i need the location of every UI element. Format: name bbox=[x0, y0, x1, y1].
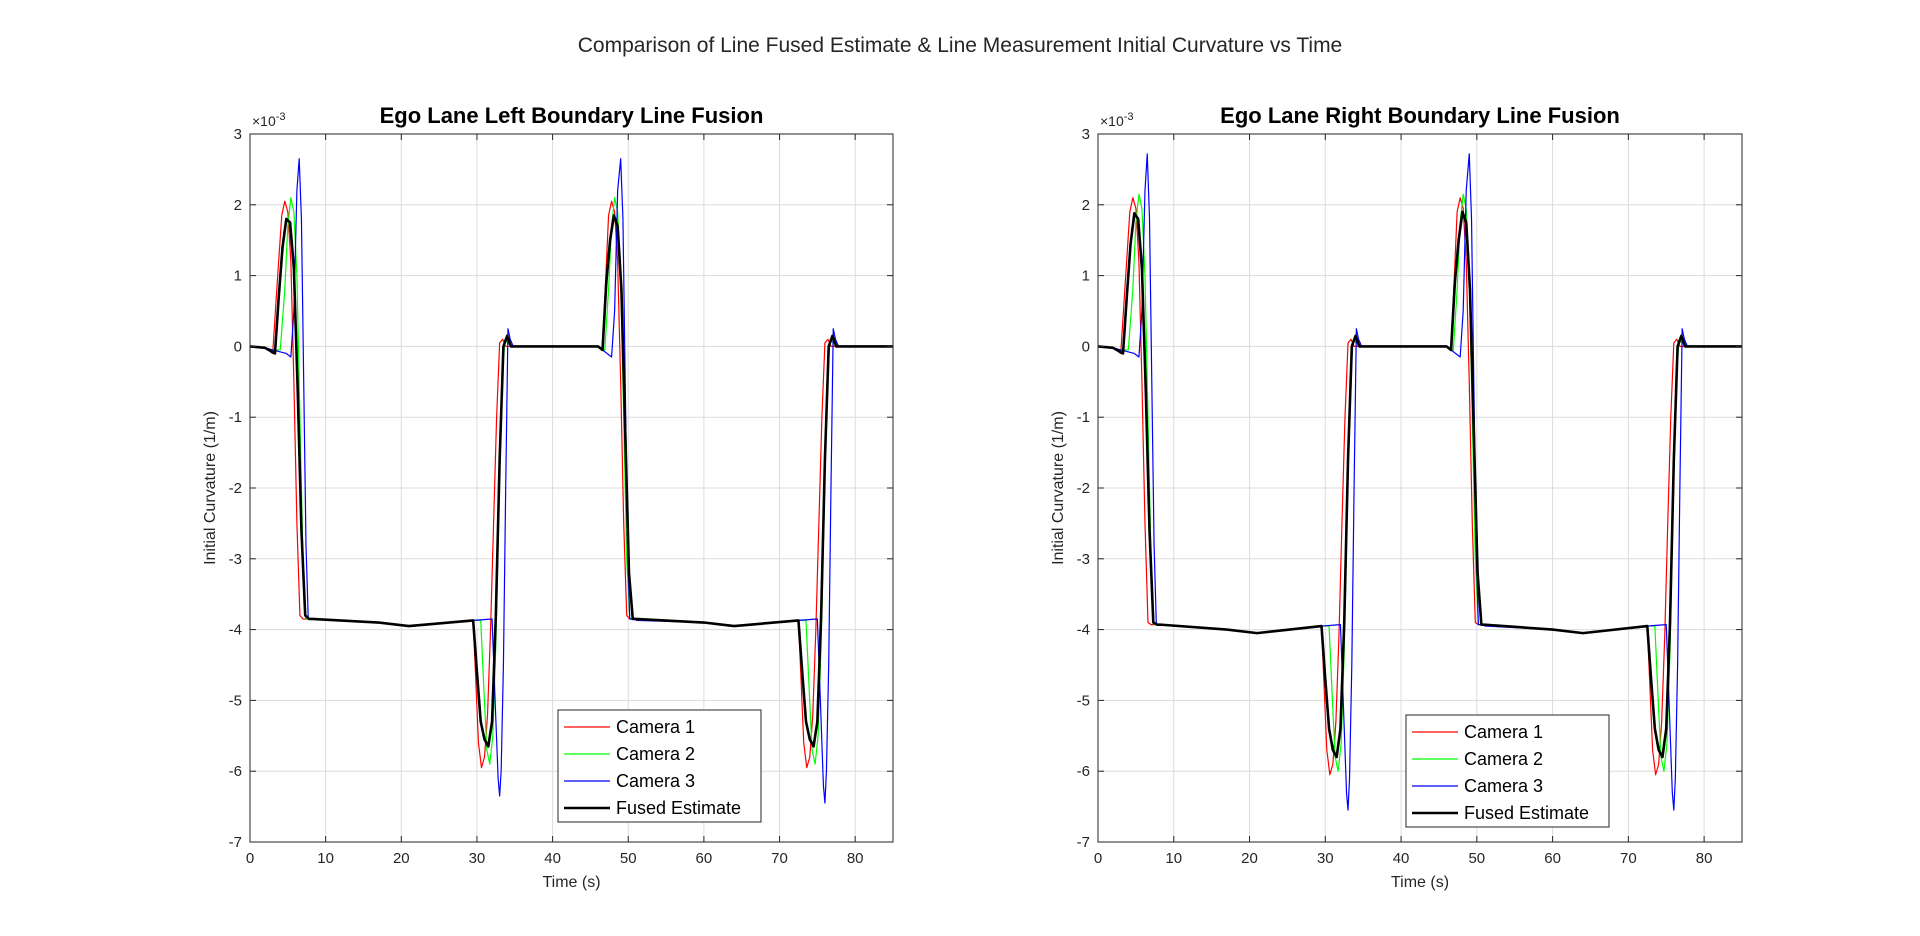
x-tick-label: 0 bbox=[1094, 850, 1102, 867]
legend-label: Camera 3 bbox=[1464, 776, 1543, 796]
legend: Camera 1 Camera 2 Camera 3 Fused Estimate bbox=[557, 709, 762, 823]
x-tick-label: 50 bbox=[620, 850, 637, 867]
y-tick-label: 3 bbox=[1082, 126, 1090, 143]
x-axis-label: Time (s) bbox=[1391, 874, 1449, 891]
y-axis-label: Initial Curvature (1/m) bbox=[202, 411, 219, 565]
x-tick-label: 10 bbox=[1165, 850, 1182, 867]
y-tick-label: 1 bbox=[234, 268, 242, 285]
legend-label: Fused Estimate bbox=[1464, 803, 1589, 823]
x-tick-label: 60 bbox=[696, 850, 713, 867]
y-tick-label: -6 bbox=[229, 763, 242, 780]
x-tick-label: 10 bbox=[317, 850, 334, 867]
x-tick-label: 50 bbox=[1468, 850, 1485, 867]
x-tick-label: 20 bbox=[1241, 850, 1258, 867]
x-tick-label: 30 bbox=[1317, 850, 1334, 867]
chart-2: 0 10 20 30 40 50 60 70 80 -7 -6 -5 -4 -3 -2 -1 0 1 2 3 ×10-3… bbox=[1050, 103, 1743, 891]
x-tick-label: 70 bbox=[771, 850, 788, 867]
legend-label: Camera 1 bbox=[616, 717, 695, 737]
x-tick-label: 0 bbox=[246, 850, 254, 867]
y-exponent-label: ×10-3 bbox=[252, 111, 286, 129]
y-tick-label: -7 bbox=[229, 834, 242, 851]
y-tick-label: -5 bbox=[1077, 692, 1090, 709]
series-line-fused-estimate bbox=[1098, 210, 1742, 759]
y-tick-label: 0 bbox=[234, 338, 242, 355]
y-tick-label: -6 bbox=[1077, 763, 1090, 780]
y-tick-label: -7 bbox=[1077, 834, 1090, 851]
y-tick-label: -2 bbox=[1077, 480, 1090, 497]
y-tick-label: -1 bbox=[1077, 409, 1090, 426]
legend: Camera 1 Camera 2 Camera 3 Fused Estimate bbox=[1405, 714, 1610, 828]
legend-label: Camera 3 bbox=[616, 771, 695, 791]
chart-title: Ego Lane Right Boundary Line Fusion bbox=[1220, 103, 1620, 128]
y-tick-label: -5 bbox=[229, 692, 242, 709]
legend-label: Camera 1 bbox=[1464, 722, 1543, 742]
y-tick-label: 2 bbox=[234, 197, 242, 214]
y-tick-label: -2 bbox=[229, 480, 242, 497]
legend-label: Fused Estimate bbox=[616, 798, 741, 818]
x-tick-label: 60 bbox=[1544, 850, 1561, 867]
y-tick-label: -3 bbox=[229, 551, 242, 568]
legend-label: Camera 2 bbox=[616, 744, 695, 764]
x-tick-label: 70 bbox=[1620, 850, 1637, 867]
y-tick-label: -4 bbox=[229, 622, 242, 639]
x-tick-label: 80 bbox=[847, 850, 864, 867]
x-tick-label: 40 bbox=[544, 850, 561, 867]
y-tick-label: 1 bbox=[1082, 268, 1090, 285]
series-group bbox=[1098, 153, 1742, 811]
legend-box bbox=[557, 709, 762, 823]
figure-suptitle: Comparison of Line Fused Estimate & Line… bbox=[577, 34, 1343, 57]
x-tick-label: 40 bbox=[1393, 850, 1410, 867]
y-tick-label: 3 bbox=[234, 126, 242, 143]
series-group bbox=[250, 158, 893, 804]
y-tick-label: -4 bbox=[1077, 622, 1090, 639]
x-tick-label: 20 bbox=[393, 850, 410, 867]
x-axis-label: Time (s) bbox=[542, 874, 600, 891]
chart-title: Ego Lane Left Boundary Line Fusion bbox=[380, 103, 764, 128]
legend-label: Camera 2 bbox=[1464, 749, 1543, 769]
y-tick-label: -1 bbox=[229, 409, 242, 426]
y-exponent-label: ×10-3 bbox=[1100, 111, 1134, 129]
x-tick-label: 80 bbox=[1696, 850, 1713, 867]
y-tick-label: 2 bbox=[1082, 197, 1090, 214]
chart-1: 0 10 20 30 40 50 60 70 80 -7 -6 -5 -4 -3 -2 -1 0 1 2 3 ×10-3… bbox=[202, 103, 894, 891]
legend-box bbox=[1405, 714, 1610, 828]
series-line-fused-estimate bbox=[250, 214, 893, 748]
y-tick-label: 0 bbox=[1082, 338, 1090, 355]
y-axis-label: Initial Curvature (1/m) bbox=[1050, 411, 1067, 565]
y-tick-label: -3 bbox=[1077, 551, 1090, 568]
x-tick-label: 30 bbox=[469, 850, 486, 867]
